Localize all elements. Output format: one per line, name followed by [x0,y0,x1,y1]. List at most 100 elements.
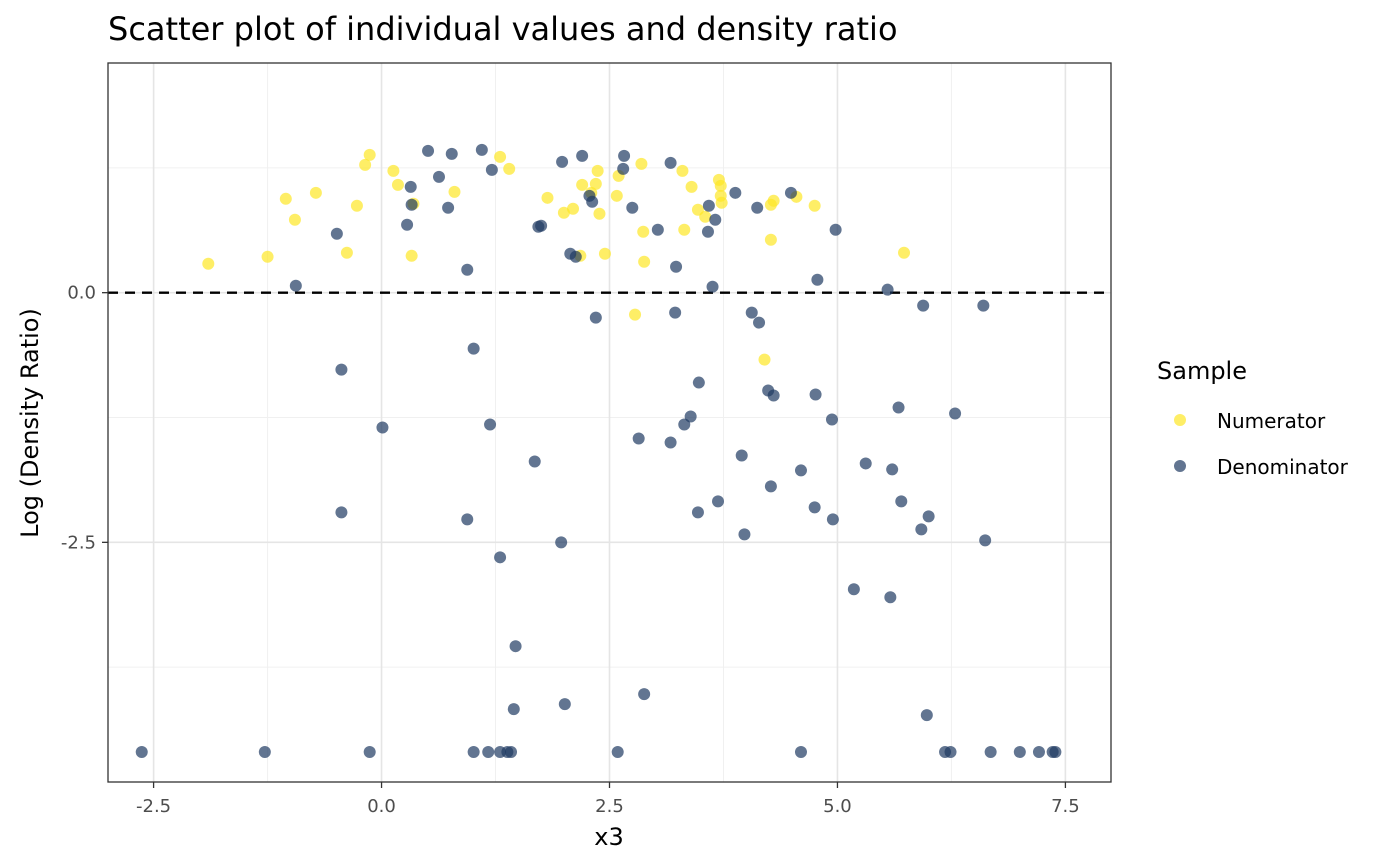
point-denominator [482,746,495,759]
point-denominator [363,746,376,759]
point-denominator [528,455,541,468]
point-denominator [949,407,962,420]
point-denominator [461,263,474,276]
point-numerator [598,247,611,260]
point-numerator [557,206,570,219]
point-denominator [432,170,445,183]
point-denominator [984,746,997,759]
point-denominator [692,376,705,389]
point-denominator [922,510,935,523]
point-denominator [509,640,522,653]
point-denominator [735,449,748,462]
point-numerator [494,150,507,163]
x-axis-title: x3 [594,823,623,851]
point-numerator [629,308,642,321]
point-denominator [135,746,148,759]
point-numerator [758,353,771,366]
point-denominator [691,506,704,519]
x-tick-label: 7.5 [1051,796,1080,817]
point-numerator [448,185,461,198]
point-denominator [589,311,602,324]
point-denominator [442,201,455,214]
point-denominator [484,418,497,431]
point-denominator [1032,746,1045,759]
point-denominator [461,513,474,526]
point-numerator [202,257,215,270]
point-denominator [745,306,758,319]
point-numerator [391,178,404,191]
legend-label-numerator: Numerator [1217,409,1326,433]
point-denominator [618,149,631,162]
point-denominator [808,501,821,514]
point-denominator [569,250,582,263]
point-denominator [794,746,807,759]
point-denominator [1013,746,1026,759]
y-axis-title: Log (Density Ratio) [16,308,44,538]
point-numerator [363,148,376,161]
point-denominator [847,583,860,596]
point-denominator [617,162,630,175]
point-denominator [920,709,933,722]
point-denominator [753,316,766,329]
point-denominator [767,389,780,402]
point-denominator [376,421,389,434]
point-numerator [576,178,589,191]
point-denominator [764,480,777,493]
point-numerator [288,213,301,226]
point-denominator [811,273,824,286]
x-tick-label: 5.0 [823,796,852,817]
point-numerator [685,180,698,193]
point-denominator [626,201,639,214]
point-numerator [309,186,322,199]
x-tick-label: 0.0 [367,796,396,817]
point-denominator [829,223,842,236]
point-numerator [567,202,580,215]
point-denominator [401,218,414,231]
point-denominator [586,195,599,208]
point-denominator [678,418,691,431]
point-denominator [881,283,894,296]
point-denominator [664,436,677,449]
point-denominator [611,746,624,759]
point-denominator [556,155,569,168]
point-denominator [729,186,742,199]
point-numerator [714,179,727,192]
point-numerator [699,210,712,223]
point-denominator [915,523,928,536]
y-axis-ticks: 0.0 -2.5 [61,283,108,553]
point-denominator [494,551,507,564]
point-denominator [467,746,480,759]
x-tick-label: 2.5 [595,796,624,817]
point-denominator [445,147,458,160]
point-denominator [405,198,418,211]
point-denominator [289,279,302,292]
point-denominator [825,413,838,426]
point-numerator [610,189,623,202]
point-denominator [669,306,682,319]
point-denominator [751,201,764,214]
point-denominator [404,180,417,193]
legend-title: Sample [1157,357,1247,385]
point-numerator [715,196,728,209]
x-tick-label: -2.5 [136,796,171,817]
legend-label-denominator: Denominator [1217,455,1349,479]
point-denominator [651,223,664,236]
point-denominator [706,280,719,293]
point-denominator [335,363,348,376]
point-denominator [944,746,957,759]
point-denominator [576,149,589,162]
point-denominator [784,186,797,199]
point-denominator [886,463,899,476]
legend-swatch-numerator [1174,414,1186,426]
legend-swatch-denominator [1174,460,1186,472]
point-denominator [555,536,568,549]
point-numerator [405,249,418,262]
point-numerator [541,191,554,204]
point-denominator [895,495,908,508]
point-denominator [892,401,905,414]
point-denominator [467,342,480,355]
point-denominator [422,144,435,157]
point-denominator [979,534,992,547]
point-denominator [738,528,751,541]
point-denominator [702,199,715,212]
